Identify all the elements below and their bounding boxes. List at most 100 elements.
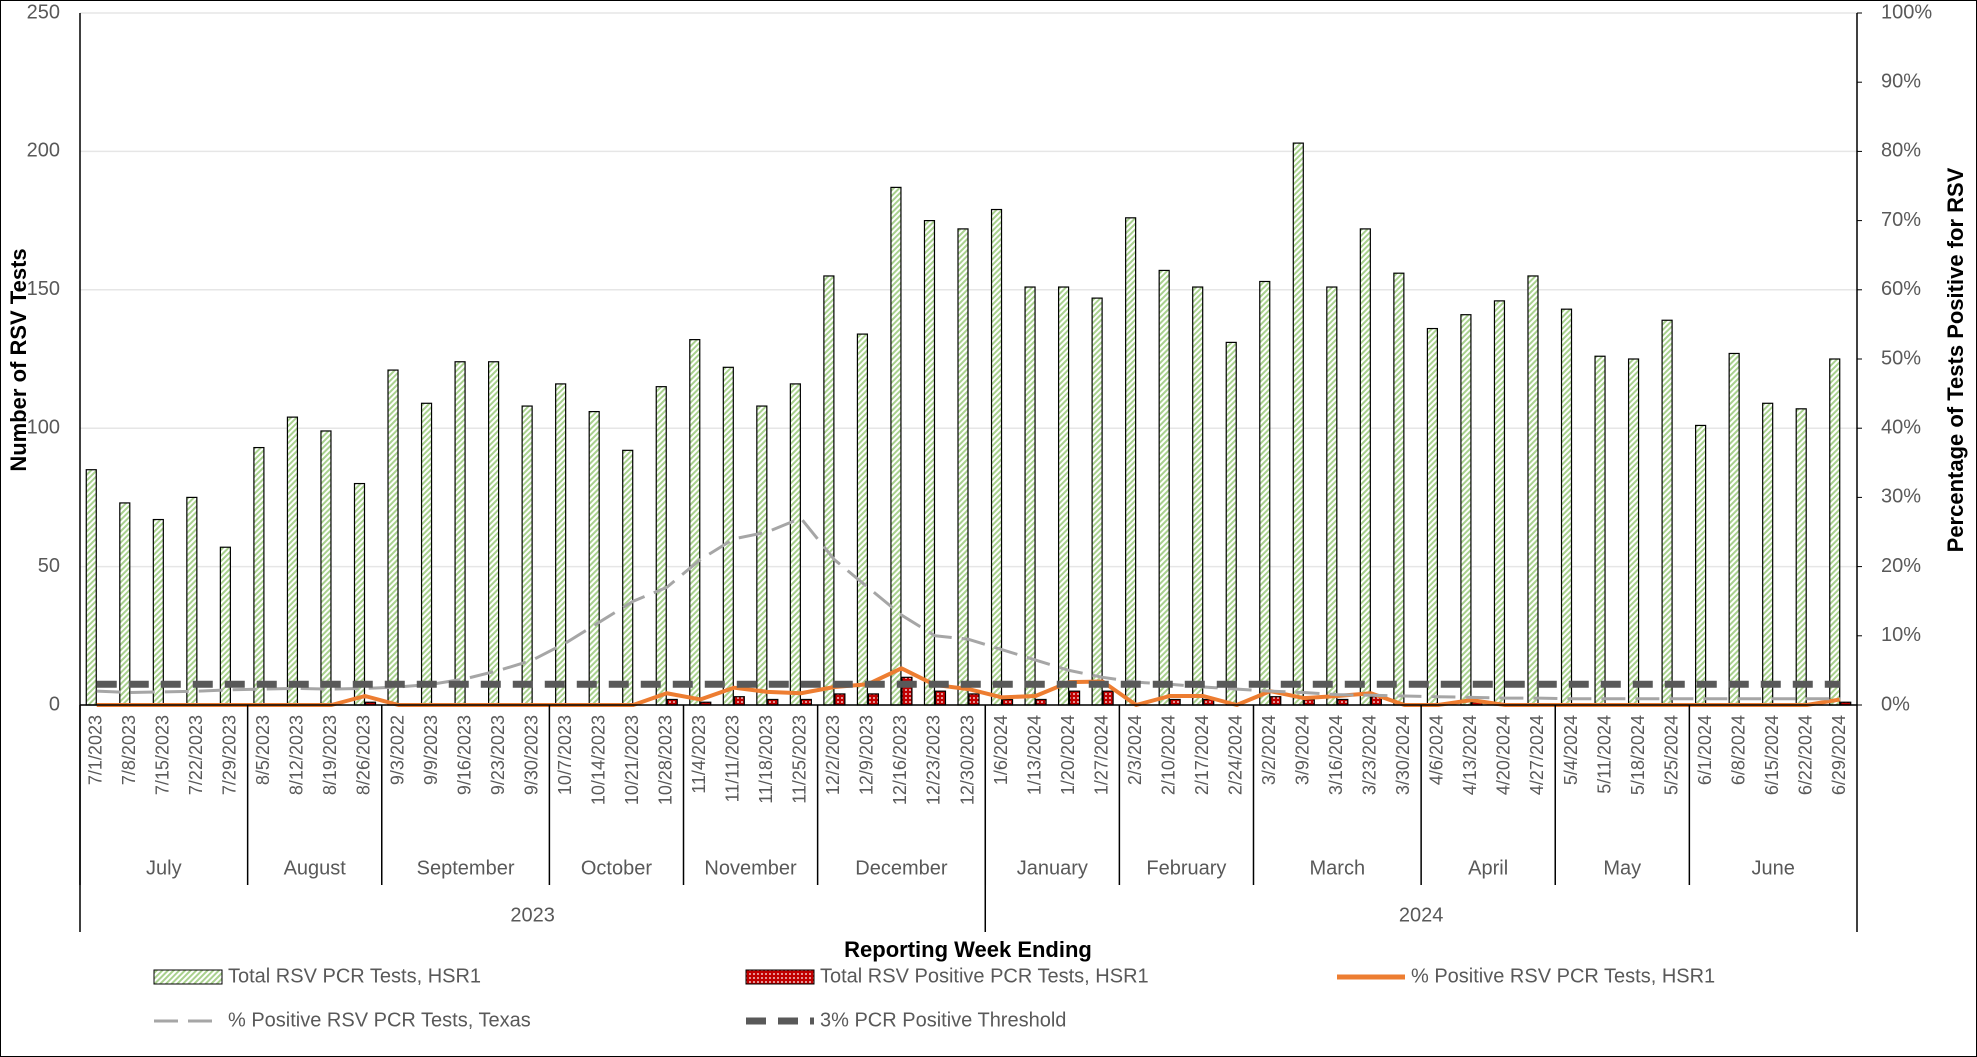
x-tick-label: 7/1/2023 <box>86 715 106 785</box>
y2-tick-label: 70% <box>1881 209 1921 231</box>
x-tick-label: 1/20/2024 <box>1058 715 1078 795</box>
x-tick-label: 9/9/2023 <box>421 715 441 785</box>
bar <box>555 383 567 706</box>
bar <box>689 339 701 706</box>
bar <box>320 430 332 706</box>
y2-tick-label: 0% <box>1881 693 1910 715</box>
y2-tick-label: 10% <box>1881 624 1921 646</box>
x-tick-label: 4/6/2024 <box>1427 715 1447 785</box>
legend-label: Total RSV PCR Tests, HSR1 <box>228 965 481 987</box>
x-tick-label: 3/23/2024 <box>1360 715 1380 795</box>
bar <box>1125 217 1137 706</box>
bar <box>588 410 600 706</box>
bar <box>1762 402 1774 706</box>
bar <box>1560 308 1573 706</box>
bar <box>387 369 399 706</box>
bar <box>420 402 433 706</box>
x-tick-label: 8/26/2023 <box>354 715 374 795</box>
x-tick-label: 7/8/2023 <box>119 715 139 785</box>
legend-label: % Positive RSV PCR Tests, Texas <box>228 1009 531 1031</box>
bar <box>119 502 131 706</box>
x-tick-label: 9/23/2023 <box>488 715 508 795</box>
x-tick-label: 1/27/2024 <box>1091 715 1111 795</box>
bar <box>1695 424 1707 706</box>
bar <box>85 469 97 706</box>
y-tick-label: 200 <box>27 140 60 162</box>
bar <box>1169 698 1181 706</box>
x-tick-label: 12/23/2023 <box>924 715 944 805</box>
month-label: July <box>146 857 182 879</box>
y2-tick-label: 40% <box>1881 416 1921 438</box>
x-tick-label: 10/7/2023 <box>555 715 575 795</box>
bar <box>1158 269 1170 706</box>
bar <box>856 333 869 706</box>
y2-tick-label: 20% <box>1881 555 1921 577</box>
bar <box>152 518 164 706</box>
bar <box>1001 698 1014 706</box>
bar <box>968 693 980 706</box>
x-tick-label: 7/22/2023 <box>186 715 206 795</box>
x-tick-label: 4/27/2024 <box>1527 715 1547 795</box>
bar <box>990 208 1003 706</box>
legend-label: Total RSV Positive PCR Tests, HSR1 <box>820 965 1149 987</box>
x-tick-label: 7/15/2023 <box>153 715 173 795</box>
bar <box>1337 698 1349 706</box>
bar <box>488 361 500 706</box>
bar <box>186 496 198 706</box>
bar <box>823 275 835 706</box>
bar <box>1661 319 1673 706</box>
x-tick-label: 12/9/2023 <box>857 715 877 795</box>
x-tick-label: 6/29/2024 <box>1829 715 1849 795</box>
bar <box>1728 352 1740 706</box>
bar <box>622 449 634 706</box>
bar <box>1035 698 1047 706</box>
legend-label: % Positive RSV PCR Tests, HSR1 <box>1411 965 1715 987</box>
x-tick-label: 2/17/2024 <box>1192 715 1212 795</box>
bar <box>1292 142 1304 706</box>
bar <box>767 698 779 706</box>
bar <box>1057 286 1070 706</box>
x-tick-label: 9/3/2022 <box>387 715 407 785</box>
legend-swatch <box>745 969 815 985</box>
month-label: March <box>1310 857 1366 879</box>
x-tick-label: 12/16/2023 <box>890 715 910 805</box>
month-label: January <box>1017 857 1088 879</box>
bar <box>934 690 947 706</box>
bar <box>454 361 466 706</box>
bar <box>1270 696 1282 706</box>
bar <box>286 416 299 706</box>
y-tick-label: 150 <box>27 278 60 300</box>
x-tick-label: 8/5/2023 <box>253 715 273 785</box>
bar <box>834 693 846 706</box>
y2-tick-label: 30% <box>1881 486 1921 508</box>
x-tick-label: 11/25/2023 <box>790 715 810 804</box>
month-label: April <box>1468 857 1508 879</box>
y-tick-label: 250 <box>27 1 60 23</box>
bar <box>867 693 880 706</box>
x-tick-label: 2/3/2024 <box>1125 715 1145 785</box>
bar <box>353 482 366 706</box>
bar <box>890 186 902 706</box>
legend-swatch <box>153 969 223 985</box>
y2-tick-label: 90% <box>1881 70 1921 92</box>
y2-tick-label: 100% <box>1881 1 1932 23</box>
bar <box>521 405 533 706</box>
x-tick-label: 10/28/2023 <box>655 715 675 805</box>
y-tick-label: 0 <box>49 693 60 715</box>
bar <box>1426 327 1438 706</box>
bar <box>1359 228 1371 706</box>
bar <box>1829 358 1841 706</box>
x-tick-label: 9/30/2023 <box>521 715 541 795</box>
bar <box>733 696 745 706</box>
x-tick-label: 8/19/2023 <box>320 715 340 795</box>
month-label: June <box>1751 857 1794 879</box>
bar <box>800 698 812 706</box>
bar <box>1493 300 1506 706</box>
x-tick-label: 10/14/2023 <box>588 715 608 805</box>
bar <box>655 386 667 706</box>
legend-label: 3% PCR Positive Threshold <box>820 1009 1066 1031</box>
month-label: August <box>284 857 347 879</box>
y2-axis-title: Percentage of Tests Positive for RSV <box>1943 167 1968 552</box>
bar <box>1225 341 1237 706</box>
